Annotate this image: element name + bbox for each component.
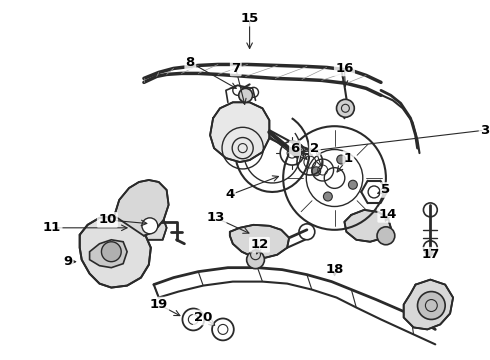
Polygon shape	[90, 240, 127, 268]
Text: 7: 7	[231, 62, 240, 75]
Text: 16: 16	[335, 62, 354, 75]
Text: 17: 17	[421, 248, 440, 261]
Text: 15: 15	[241, 12, 259, 25]
Circle shape	[246, 251, 265, 269]
Text: 9: 9	[63, 255, 73, 268]
Circle shape	[312, 167, 320, 176]
Circle shape	[337, 99, 354, 117]
Polygon shape	[210, 102, 270, 162]
Circle shape	[377, 227, 395, 245]
Text: 2: 2	[310, 141, 319, 155]
Text: 1: 1	[344, 152, 353, 165]
Text: 20: 20	[194, 311, 212, 324]
Text: 3: 3	[480, 124, 490, 137]
Text: 10: 10	[98, 213, 117, 226]
Text: 13: 13	[207, 211, 225, 224]
Polygon shape	[344, 210, 391, 242]
Circle shape	[348, 180, 357, 189]
Text: 18: 18	[325, 263, 343, 276]
Text: 14: 14	[379, 208, 397, 221]
Text: 6: 6	[291, 141, 300, 155]
Text: 5: 5	[381, 184, 391, 197]
Circle shape	[417, 292, 445, 319]
Polygon shape	[404, 280, 453, 329]
Polygon shape	[133, 212, 167, 240]
Polygon shape	[80, 216, 151, 288]
Circle shape	[142, 218, 158, 234]
Circle shape	[239, 88, 252, 102]
Text: 11: 11	[43, 221, 61, 234]
Circle shape	[323, 192, 332, 201]
Text: 12: 12	[250, 238, 269, 251]
Circle shape	[337, 155, 345, 164]
Text: 19: 19	[149, 298, 168, 311]
Polygon shape	[230, 225, 289, 258]
Text: 4: 4	[225, 188, 235, 202]
Circle shape	[101, 242, 121, 262]
Text: 8: 8	[186, 56, 195, 69]
Polygon shape	[114, 180, 169, 236]
